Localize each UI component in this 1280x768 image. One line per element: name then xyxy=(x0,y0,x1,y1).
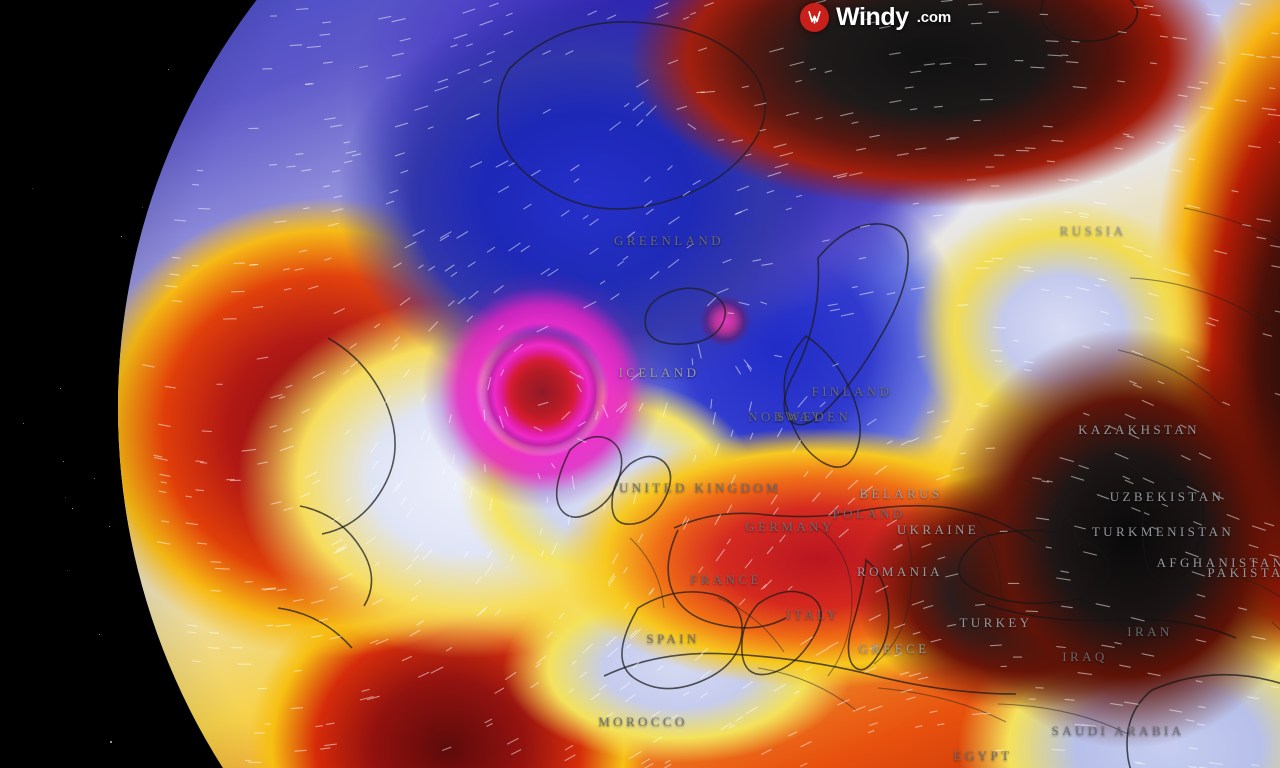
star xyxy=(32,188,33,189)
star xyxy=(94,478,95,479)
star xyxy=(23,423,24,424)
star xyxy=(67,570,68,571)
star xyxy=(110,741,112,743)
earth-globe[interactable] xyxy=(118,0,1280,768)
brand-name: Windy xyxy=(836,3,909,31)
star xyxy=(65,497,66,498)
star xyxy=(72,508,73,509)
windy-watermark[interactable]: Windy .com xyxy=(800,3,951,32)
star xyxy=(63,461,64,462)
brand-tld: .com xyxy=(916,9,951,26)
star xyxy=(60,388,61,389)
windy-logo-icon xyxy=(800,3,829,32)
star xyxy=(99,634,100,635)
star xyxy=(109,526,110,527)
globe-shading xyxy=(118,0,1280,768)
